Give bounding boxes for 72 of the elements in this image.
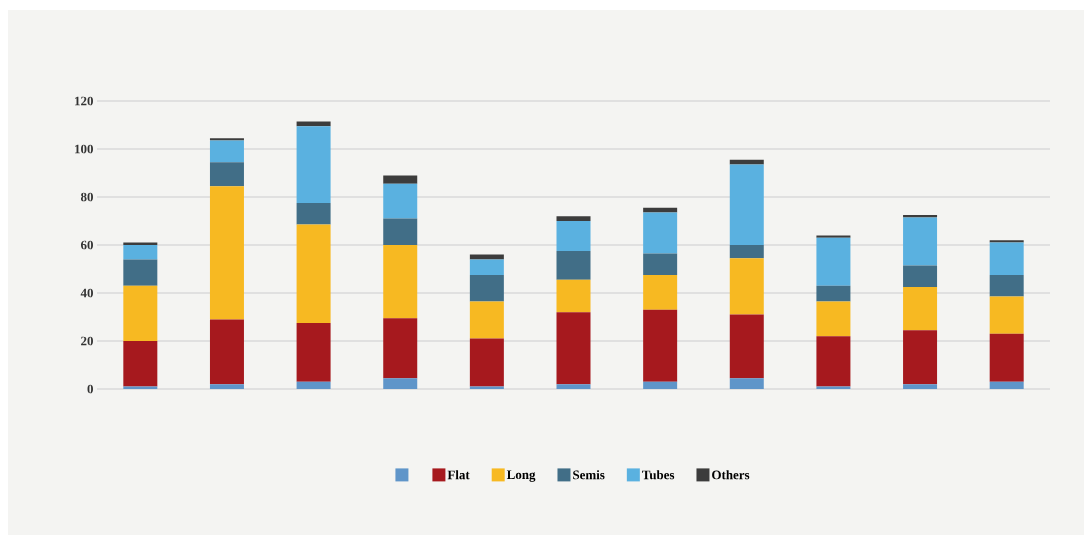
bar xyxy=(469,301,504,339)
bar xyxy=(469,275,504,302)
bar xyxy=(209,319,244,385)
bar xyxy=(989,275,1024,297)
bar xyxy=(816,301,851,337)
bar xyxy=(643,253,678,275)
legend-label: Tubes xyxy=(642,470,675,480)
bar xyxy=(556,312,591,385)
bar xyxy=(729,164,764,245)
bar xyxy=(903,287,938,331)
y-tick-label: 0 xyxy=(87,384,93,394)
bar xyxy=(123,245,158,260)
bar xyxy=(729,159,764,165)
y-tick-label: 100 xyxy=(75,144,93,154)
bar xyxy=(296,203,331,225)
bar xyxy=(383,218,418,245)
y-tick-label: 60 xyxy=(80,240,93,250)
bar xyxy=(989,333,1024,382)
bar xyxy=(556,251,591,280)
bar xyxy=(296,381,331,389)
bar xyxy=(209,384,244,389)
bar xyxy=(383,318,418,379)
bar xyxy=(729,258,764,315)
bar xyxy=(123,341,158,387)
bar xyxy=(643,309,678,382)
bar xyxy=(469,259,504,275)
bar xyxy=(729,378,764,389)
bar xyxy=(296,323,331,382)
bar xyxy=(383,175,418,184)
bar xyxy=(209,186,244,320)
legend-label: Long xyxy=(506,470,536,482)
bar xyxy=(383,245,418,319)
y-tick-label: 40 xyxy=(80,288,93,298)
bar xyxy=(816,235,851,238)
bar xyxy=(816,237,851,286)
y-tick-label: 80 xyxy=(80,192,93,202)
bar xyxy=(556,216,591,221)
bar xyxy=(989,242,1024,275)
bar xyxy=(296,224,331,323)
bar xyxy=(209,138,244,141)
bar xyxy=(729,314,764,379)
bar xyxy=(643,381,678,389)
bar xyxy=(903,384,938,389)
bar xyxy=(989,240,1024,243)
bar xyxy=(643,207,678,213)
bar xyxy=(903,330,938,385)
bar xyxy=(903,265,938,287)
bar xyxy=(903,217,938,266)
legend-label: Flat xyxy=(447,470,470,480)
bar xyxy=(383,378,418,389)
bar xyxy=(556,384,591,389)
legend-label: Others xyxy=(712,470,750,480)
bar xyxy=(123,259,158,286)
bar xyxy=(209,162,244,187)
bar xyxy=(816,285,851,302)
bar xyxy=(209,140,244,163)
bar xyxy=(469,338,504,387)
y-tick-label: 120 xyxy=(75,96,93,106)
bar xyxy=(383,183,418,219)
bar xyxy=(296,126,331,203)
bar xyxy=(816,336,851,387)
bar xyxy=(643,212,678,254)
bar xyxy=(729,245,764,259)
bar xyxy=(556,221,591,251)
y-tick-label: 20 xyxy=(81,336,93,346)
bar xyxy=(643,275,678,310)
bar xyxy=(296,121,331,127)
legend-label: Semis xyxy=(573,470,605,480)
bar xyxy=(989,381,1024,389)
bar xyxy=(123,285,158,341)
bar xyxy=(556,279,591,313)
bar xyxy=(989,296,1024,334)
